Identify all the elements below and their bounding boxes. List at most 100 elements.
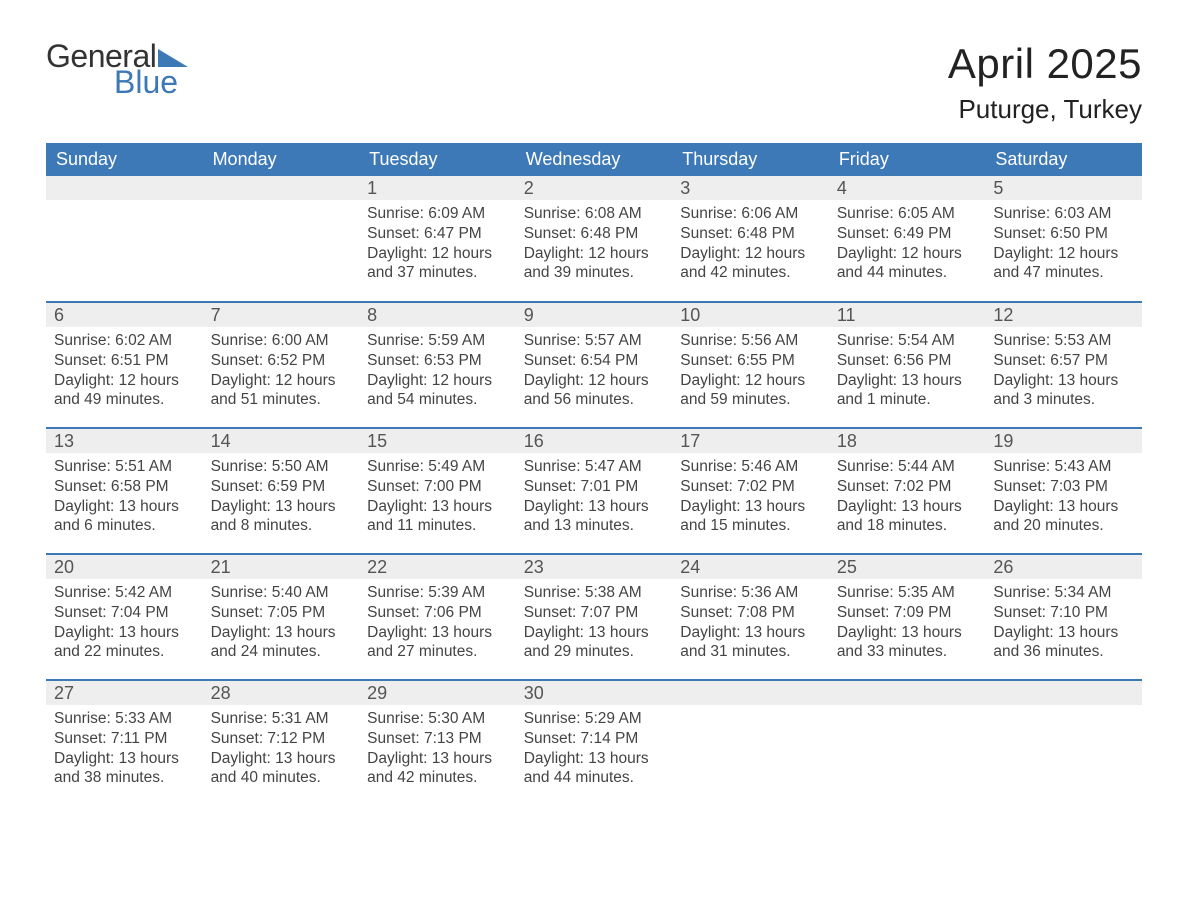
day-header: Tuesday [359,143,516,176]
day-number: 22 [359,555,516,579]
day-header: Sunday [46,143,203,176]
day-body: Sunrise: 5:49 AMSunset: 7:00 PMDaylight:… [359,453,516,544]
title-block: April 2025 Puturge, Turkey [948,40,1142,125]
day-daylight2: and 56 minutes. [524,390,665,410]
day-sunset: Sunset: 6:54 PM [524,351,665,371]
calendar-cell: 9Sunrise: 5:57 AMSunset: 6:54 PMDaylight… [516,302,673,428]
day-sunrise: Sunrise: 6:00 AM [211,331,352,351]
day-daylight2: and 24 minutes. [211,642,352,662]
day-body: Sunrise: 6:08 AMSunset: 6:48 PMDaylight:… [516,200,673,291]
day-sunset: Sunset: 7:08 PM [680,603,821,623]
day-header: Friday [829,143,986,176]
day-header-row: Sunday Monday Tuesday Wednesday Thursday… [46,143,1142,176]
day-number [46,176,203,200]
day-number: 3 [672,176,829,200]
calendar-cell: 4Sunrise: 6:05 AMSunset: 6:49 PMDaylight… [829,176,986,302]
day-daylight1: Daylight: 13 hours [837,371,978,391]
day-sunset: Sunset: 6:57 PM [993,351,1134,371]
day-header: Thursday [672,143,829,176]
day-daylight2: and 33 minutes. [837,642,978,662]
day-daylight1: Daylight: 13 hours [837,497,978,517]
calendar-cell: 1Sunrise: 6:09 AMSunset: 6:47 PMDaylight… [359,176,516,302]
calendar-cell: 15Sunrise: 5:49 AMSunset: 7:00 PMDayligh… [359,428,516,554]
calendar-week: 1Sunrise: 6:09 AMSunset: 6:47 PMDaylight… [46,176,1142,302]
calendar-cell: 2Sunrise: 6:08 AMSunset: 6:48 PMDaylight… [516,176,673,302]
calendar-cell: 18Sunrise: 5:44 AMSunset: 7:02 PMDayligh… [829,428,986,554]
day-sunset: Sunset: 6:55 PM [680,351,821,371]
day-number: 9 [516,303,673,327]
day-number [203,176,360,200]
calendar-cell: 21Sunrise: 5:40 AMSunset: 7:05 PMDayligh… [203,554,360,680]
calendar-cell [829,680,986,806]
day-sunset: Sunset: 7:12 PM [211,729,352,749]
day-number: 14 [203,429,360,453]
day-sunrise: Sunrise: 5:30 AM [367,709,508,729]
day-number: 11 [829,303,986,327]
day-number: 29 [359,681,516,705]
day-daylight2: and 13 minutes. [524,516,665,536]
day-daylight2: and 6 minutes. [54,516,195,536]
day-daylight1: Daylight: 13 hours [211,497,352,517]
day-sunrise: Sunrise: 5:33 AM [54,709,195,729]
calendar-cell [672,680,829,806]
header: General Blue April 2025 Puturge, Turkey [46,40,1142,125]
day-daylight1: Daylight: 13 hours [367,749,508,769]
day-daylight2: and 18 minutes. [837,516,978,536]
day-daylight1: Daylight: 13 hours [837,623,978,643]
day-sunrise: Sunrise: 5:59 AM [367,331,508,351]
day-number: 10 [672,303,829,327]
calendar-cell: 25Sunrise: 5:35 AMSunset: 7:09 PMDayligh… [829,554,986,680]
day-sunrise: Sunrise: 5:57 AM [524,331,665,351]
day-number [829,681,986,705]
day-number: 26 [985,555,1142,579]
day-sunset: Sunset: 7:09 PM [837,603,978,623]
day-number [985,681,1142,705]
day-body: Sunrise: 5:33 AMSunset: 7:11 PMDaylight:… [46,705,203,796]
day-body: Sunrise: 5:56 AMSunset: 6:55 PMDaylight:… [672,327,829,418]
day-daylight1: Daylight: 13 hours [993,371,1134,391]
day-number: 23 [516,555,673,579]
day-daylight2: and 20 minutes. [993,516,1134,536]
day-daylight2: and 44 minutes. [524,768,665,788]
day-sunset: Sunset: 7:06 PM [367,603,508,623]
day-daylight2: and 38 minutes. [54,768,195,788]
day-number: 5 [985,176,1142,200]
day-sunset: Sunset: 7:14 PM [524,729,665,749]
day-daylight2: and 11 minutes. [367,516,508,536]
day-number: 27 [46,681,203,705]
day-body: Sunrise: 5:54 AMSunset: 6:56 PMDaylight:… [829,327,986,418]
day-daylight2: and 49 minutes. [54,390,195,410]
day-sunset: Sunset: 6:48 PM [680,224,821,244]
day-daylight2: and 37 minutes. [367,263,508,283]
day-body: Sunrise: 6:06 AMSunset: 6:48 PMDaylight:… [672,200,829,291]
day-sunset: Sunset: 6:49 PM [837,224,978,244]
day-body: Sunrise: 6:03 AMSunset: 6:50 PMDaylight:… [985,200,1142,291]
day-daylight1: Daylight: 13 hours [211,623,352,643]
calendar-cell: 24Sunrise: 5:36 AMSunset: 7:08 PMDayligh… [672,554,829,680]
day-sunrise: Sunrise: 6:06 AM [680,204,821,224]
day-sunrise: Sunrise: 5:49 AM [367,457,508,477]
day-sunrise: Sunrise: 6:02 AM [54,331,195,351]
day-sunset: Sunset: 7:04 PM [54,603,195,623]
day-body: Sunrise: 5:34 AMSunset: 7:10 PMDaylight:… [985,579,1142,670]
day-daylight2: and 31 minutes. [680,642,821,662]
calendar-cell: 14Sunrise: 5:50 AMSunset: 6:59 PMDayligh… [203,428,360,554]
day-sunrise: Sunrise: 5:54 AM [837,331,978,351]
day-sunrise: Sunrise: 5:44 AM [837,457,978,477]
day-sunset: Sunset: 7:01 PM [524,477,665,497]
day-daylight2: and 39 minutes. [524,263,665,283]
day-sunset: Sunset: 6:59 PM [211,477,352,497]
day-body: Sunrise: 5:36 AMSunset: 7:08 PMDaylight:… [672,579,829,670]
day-sunrise: Sunrise: 5:43 AM [993,457,1134,477]
calendar-cell: 30Sunrise: 5:29 AMSunset: 7:14 PMDayligh… [516,680,673,806]
day-sunset: Sunset: 6:48 PM [524,224,665,244]
brand-word-2: Blue [114,66,178,98]
day-body: Sunrise: 5:44 AMSunset: 7:02 PMDaylight:… [829,453,986,544]
day-body: Sunrise: 6:09 AMSunset: 6:47 PMDaylight:… [359,200,516,291]
day-sunrise: Sunrise: 5:35 AM [837,583,978,603]
day-daylight1: Daylight: 13 hours [367,497,508,517]
day-sunrise: Sunrise: 5:42 AM [54,583,195,603]
day-sunset: Sunset: 6:50 PM [993,224,1134,244]
day-sunset: Sunset: 7:00 PM [367,477,508,497]
day-sunrise: Sunrise: 5:56 AM [680,331,821,351]
